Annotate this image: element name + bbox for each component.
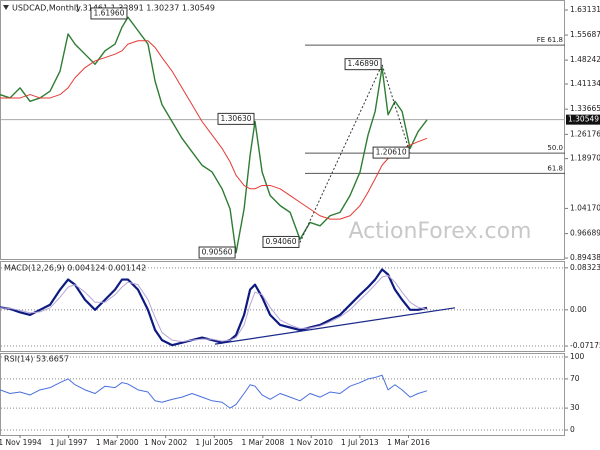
annotation-box xyxy=(262,235,300,248)
fib-level-label: 61.8 xyxy=(547,164,563,172)
x-tick-label: 1 Mar 2000 xyxy=(96,438,139,447)
trendline xyxy=(214,307,456,345)
y-tick-label: 1.33665 xyxy=(570,104,600,113)
wave-trendline xyxy=(299,63,411,243)
annotation-box xyxy=(90,7,128,20)
series-line xyxy=(0,268,428,347)
watermark: ActionForex.com xyxy=(349,219,532,244)
price-panel xyxy=(0,0,565,260)
y-tick-label: 0.083235 xyxy=(570,263,600,272)
y-tick-label: 1.18970 xyxy=(570,154,600,163)
x-tick-label: 1 Nov 2002 xyxy=(144,438,187,447)
chart-subtitle: 1.31461 1.32891 1.30237 1.30549 xyxy=(75,4,215,13)
fib-level-label: FE 61.8 xyxy=(537,36,563,44)
series-line xyxy=(0,275,428,343)
y-tick-label: 1.63131 xyxy=(570,5,600,14)
rsi-panel xyxy=(0,353,565,436)
x-tick-label: 1 Jul 2013 xyxy=(341,438,379,447)
x-tick-label: 1 Nov 2010 xyxy=(290,438,333,447)
y-tick-label: 30 xyxy=(570,403,580,412)
y-tick-label: 1.55687 xyxy=(570,30,600,39)
x-tick-label: 1 Mar 2016 xyxy=(387,438,430,447)
rsi-title: RSI(14) 53.6657 xyxy=(4,355,69,364)
annotation-box xyxy=(198,246,236,259)
y-tick-label: 1.04170 xyxy=(570,203,600,212)
x-tick-label: 1 Mar 2008 xyxy=(241,438,284,447)
symbol-icon xyxy=(3,5,9,10)
y-tick-label: 1.41134 xyxy=(570,79,600,88)
annotation-label: 1.61960 xyxy=(93,8,124,17)
last-price-box xyxy=(566,114,600,125)
annotation-label: 0.94060 xyxy=(265,237,296,246)
y-tick-label: 0.96689 xyxy=(570,229,600,238)
annotation-label: 1.30630 xyxy=(221,114,252,123)
y-tick-label: 0 xyxy=(570,425,575,434)
x-tick-label: 1 Jul 2005 xyxy=(195,438,233,447)
annotation-label: 1.20610 xyxy=(376,148,407,157)
series-line xyxy=(0,16,428,254)
annotation-label: 1.46890 xyxy=(348,59,379,68)
chart-title: USDCAD,Monthly xyxy=(12,4,81,13)
y-tick-label: 100 xyxy=(570,352,585,361)
x-tick-label: 1 Jul 1997 xyxy=(50,438,88,447)
y-tick-label: -0.071752 xyxy=(570,341,600,350)
x-tick-label: 1 Nov 1994 xyxy=(0,438,42,447)
y-tick-label: 0.89438 xyxy=(570,253,600,262)
annotation-box xyxy=(217,112,255,125)
last-price-label: 1.30549 xyxy=(568,115,599,124)
annotation-box xyxy=(372,146,410,159)
fib-level-label: 50.0 xyxy=(547,144,563,152)
y-tick-label: 1.48242 xyxy=(570,55,600,64)
annotation-label: 0.90560 xyxy=(202,248,233,257)
y-tick-label: 70 xyxy=(570,374,580,383)
macd-title: MACD(12,26,9) 0.004124 0.001142 xyxy=(4,264,146,273)
y-tick-label: 1.26176 xyxy=(570,129,600,138)
series-line xyxy=(0,374,428,409)
series-line xyxy=(0,40,428,220)
y-tick-label: 0.00 xyxy=(570,305,587,314)
annotation-box xyxy=(344,58,382,71)
